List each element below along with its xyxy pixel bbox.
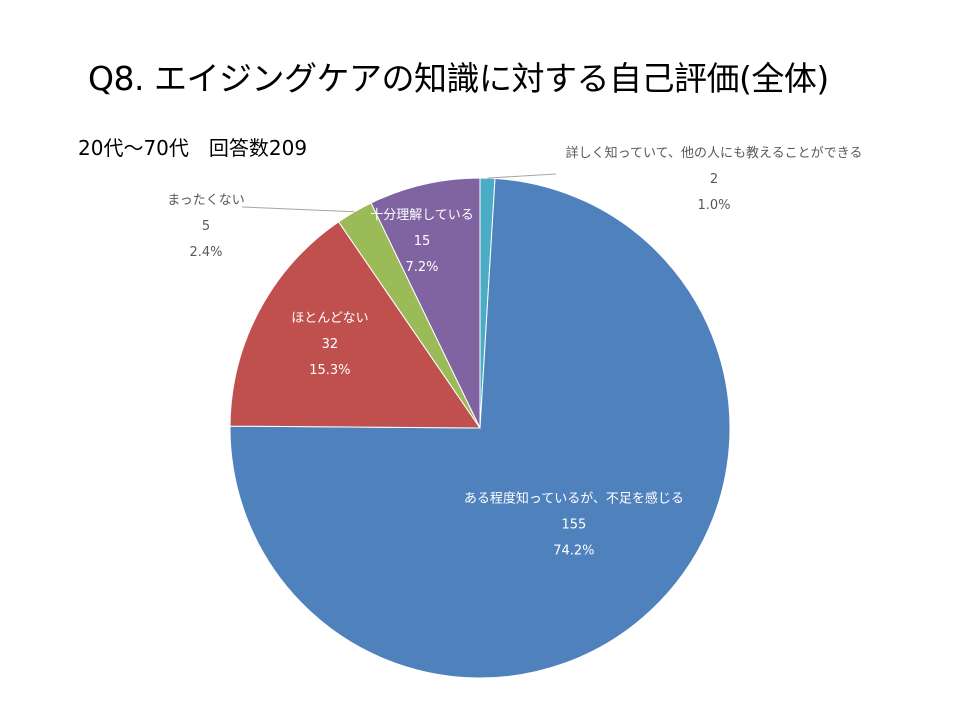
data-label-some-percent: 74.2%: [553, 544, 594, 559]
data-label-fully-percent: 7.2%: [405, 260, 438, 275]
data-label-some-label: ある程度知っているが、不足を感じる: [464, 491, 684, 507]
data-label-detailed-percent: 1.0%: [697, 198, 730, 213]
data-label-none-value: 5: [202, 219, 210, 234]
data-label-none-label: まったくない: [167, 193, 244, 208]
data-label-some-value: 155: [561, 518, 586, 533]
data-label-detailed-value: 2: [710, 172, 718, 187]
data-label-fully-label: 十分理解している: [370, 208, 474, 223]
data-label-fully-value: 15: [414, 234, 431, 249]
data-label-hardly-value: 32: [322, 337, 339, 352]
data-label-detailed-label: 詳しく知っていて、他の人にも教えることができる: [566, 145, 863, 161]
pie-slice-fully: [370, 177, 481, 429]
page-title: Q8. エイジングケアの知識に対する自己評価(全体): [88, 59, 829, 98]
data-label-none-percent: 2.4%: [189, 245, 222, 260]
data-label-hardly-label: ほとんどない: [291, 311, 368, 326]
leader-line-detailed: [487, 173, 557, 179]
data-label-hardly-percent: 15.3%: [309, 363, 350, 378]
pie-slice-hardly: [229, 221, 481, 429]
page-subtitle: 20代～70代 回答数209: [78, 136, 308, 160]
leader-line-none: [241, 206, 355, 213]
